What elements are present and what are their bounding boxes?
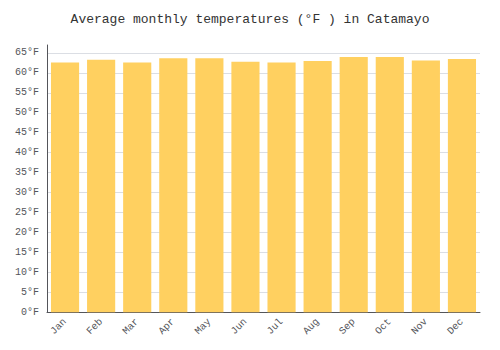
svg-text:40°F: 40°F — [15, 147, 39, 158]
svg-text:Mar: Mar — [121, 316, 141, 336]
svg-text:Nov: Nov — [409, 316, 429, 336]
svg-text:60°F: 60°F — [15, 67, 39, 78]
svg-text:May: May — [193, 316, 213, 336]
svg-text:Average monthly temperatures (: Average monthly temperatures (°F ) in Ca… — [71, 12, 430, 27]
svg-text:55°F: 55°F — [15, 87, 39, 98]
svg-text:Oct: Oct — [373, 316, 393, 336]
svg-text:65°F: 65°F — [15, 47, 39, 58]
svg-text:Feb: Feb — [85, 316, 105, 336]
svg-text:Jan: Jan — [48, 316, 68, 336]
svg-text:Apr: Apr — [157, 316, 177, 336]
svg-text:Jun: Jun — [229, 316, 249, 336]
svg-text:45°F: 45°F — [15, 127, 39, 138]
svg-text:10°F: 10°F — [15, 267, 39, 278]
svg-text:0°F: 0°F — [21, 307, 39, 318]
svg-text:Sep: Sep — [337, 316, 357, 336]
svg-text:50°F: 50°F — [15, 107, 39, 118]
svg-text:Jul: Jul — [265, 316, 285, 336]
svg-text:15°F: 15°F — [15, 247, 39, 258]
svg-text:Dec: Dec — [445, 316, 465, 336]
svg-text:Aug: Aug — [301, 316, 321, 336]
svg-text:30°F: 30°F — [15, 187, 39, 198]
svg-text:20°F: 20°F — [15, 227, 39, 238]
svg-text:25°F: 25°F — [15, 207, 39, 218]
svg-text:35°F: 35°F — [15, 167, 39, 178]
svg-text:5°F: 5°F — [21, 287, 39, 298]
